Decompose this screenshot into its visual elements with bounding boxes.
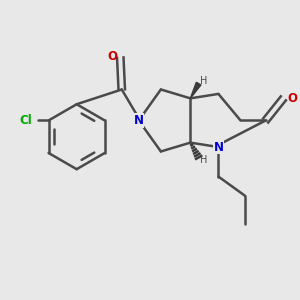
Text: H: H: [200, 76, 208, 86]
Polygon shape: [190, 82, 201, 98]
Text: N: N: [213, 140, 224, 154]
Text: H: H: [200, 155, 208, 165]
Text: O: O: [288, 92, 298, 105]
Text: N: N: [134, 114, 144, 127]
Text: O: O: [107, 50, 117, 63]
Text: Cl: Cl: [20, 114, 32, 127]
